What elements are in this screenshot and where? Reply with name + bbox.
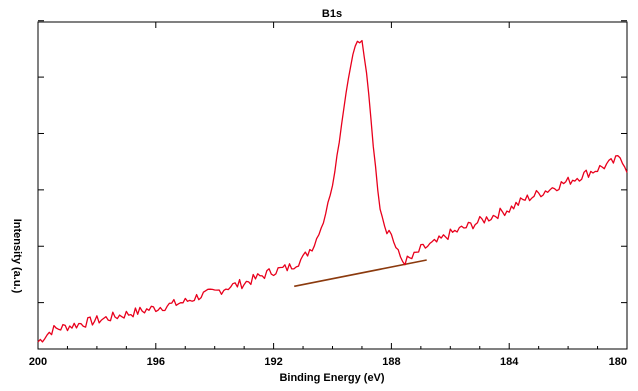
x-tick-label: 192 bbox=[264, 356, 282, 368]
x-tick-label: 180 bbox=[609, 356, 627, 368]
x-tick-label: 188 bbox=[382, 356, 400, 368]
x-tick-label: 200 bbox=[29, 356, 47, 368]
spectrum-line bbox=[37, 39, 628, 343]
x-ticks: 200 196 192 188 184 180 bbox=[29, 22, 628, 368]
y-axis-label: Intensity (a.u.) bbox=[11, 219, 23, 294]
x-tick-label: 184 bbox=[500, 356, 519, 368]
background-line bbox=[294, 259, 427, 288]
x-axis-label: Binding Energy (eV) bbox=[279, 372, 384, 384]
y-ticks bbox=[38, 20, 627, 304]
chart-title: B1s bbox=[322, 8, 342, 20]
x-tick-label: 196 bbox=[147, 356, 165, 368]
